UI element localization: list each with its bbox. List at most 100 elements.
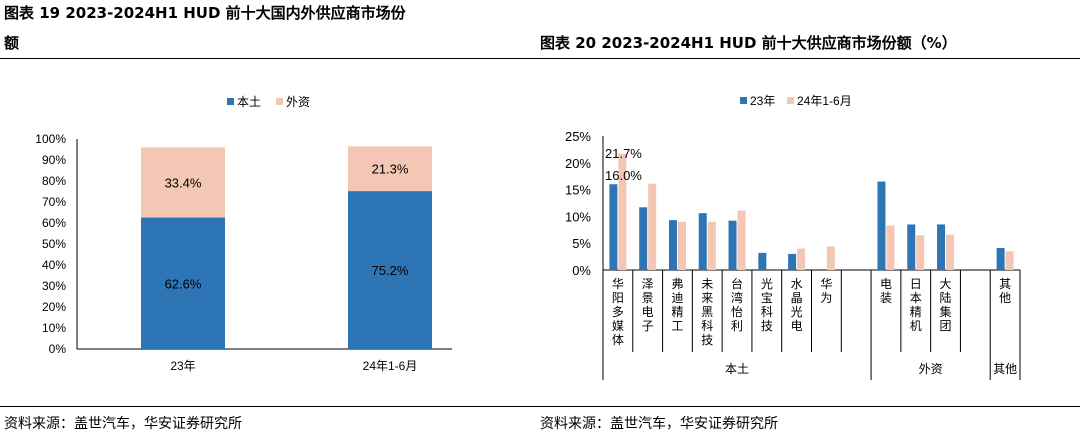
right-annotation-label: 16.0% xyxy=(605,168,642,183)
right-bar-2024h1 xyxy=(946,234,955,270)
right-group-label: 本土 xyxy=(725,362,749,376)
left-y-tick-label: 60% xyxy=(42,216,66,230)
left-bar-foreign xyxy=(141,147,225,218)
right-bar-2024h1 xyxy=(826,246,835,270)
right-bar-2024h1 xyxy=(618,153,627,270)
right-bar-2023 xyxy=(728,220,737,270)
right-x-tick-label-char: 光 xyxy=(761,277,773,291)
left-y-tick-label: 50% xyxy=(42,237,66,251)
right-x-tick-label-char: 华 xyxy=(820,277,832,291)
right-y-tick-label: 25% xyxy=(565,129,591,144)
right-x-tick-label-char: 为 xyxy=(820,291,832,305)
left-y-tick-label: 90% xyxy=(42,153,66,167)
right-x-tick-label-char: 宝 xyxy=(761,291,773,305)
right-x-tick-label-char: 陆 xyxy=(940,290,952,305)
right-bar-2023 xyxy=(698,213,707,270)
left-x-tick-label: 23年 xyxy=(170,359,195,373)
left-figure-title-line2: 额 xyxy=(4,34,20,52)
right-bar-2023 xyxy=(877,181,886,270)
right-y-tick-label: 5% xyxy=(572,236,591,251)
right-x-tick-label-char: 迪 xyxy=(671,291,683,305)
left-bar-domestic xyxy=(348,191,432,349)
right-x-tick-label-char: 团 xyxy=(940,319,952,333)
right-figure-title: 图表 20 2023-2024H1 HUD 前十大供应商市场份额（%） xyxy=(540,34,957,52)
right-x-tick-label-char: 技 xyxy=(701,333,713,347)
right-bar-2023 xyxy=(668,220,677,270)
right-x-tick-label-char: 晶 xyxy=(791,291,803,305)
right-x-tick-label-char: 弗 xyxy=(671,277,683,291)
left-x-tick-label: 24年1-6月 xyxy=(363,359,418,373)
right-x-tick-label-char: 机 xyxy=(910,319,922,333)
left-y-tick-label: 20% xyxy=(42,300,66,314)
right-x-tick-label-char: 黑 xyxy=(701,305,713,319)
right-x-tick-label-char: 他 xyxy=(999,291,1011,305)
left-legend-swatch-foreign xyxy=(276,98,283,105)
left-y-tick-label: 70% xyxy=(42,195,66,209)
right-legend-label-2023: 23年 xyxy=(750,94,775,108)
right-bar-2024h1 xyxy=(648,183,657,270)
right-bar-2023 xyxy=(937,224,946,270)
right-bar-2024h1 xyxy=(797,248,806,270)
source-rule xyxy=(0,406,1080,407)
title-rule xyxy=(0,58,1080,59)
right-y-tick-label: 20% xyxy=(565,156,591,171)
right-x-tick-label-char: 电 xyxy=(880,277,892,291)
left-source: 资料来源：盖世汽车，华安证券研究所 xyxy=(4,416,242,432)
left-y-tick-label: 0% xyxy=(49,342,67,356)
right-legend-swatch-2024h1 xyxy=(787,97,794,104)
right-x-tick-label-char: 子 xyxy=(642,319,654,333)
left-bar-foreign xyxy=(348,146,432,192)
left-figure-title-line1: 图表 19 2023-2024H1 HUD 前十大国内外供应商市场份 xyxy=(4,4,406,22)
right-bar-2024h1 xyxy=(886,225,895,270)
right-x-tick-label-char: 精 xyxy=(910,305,922,319)
right-x-tick-label-char: 集 xyxy=(940,304,952,319)
left-bar-data-label: 33.4% xyxy=(165,175,202,190)
left-y-tick-label: 30% xyxy=(42,279,66,293)
left-y-tick-label: 100% xyxy=(35,132,66,146)
right-x-tick-label-char: 装 xyxy=(880,291,892,305)
right-x-tick-label-char: 阳 xyxy=(612,291,624,305)
right-group-label: 其他 xyxy=(993,362,1017,376)
right-y-tick-label: 15% xyxy=(565,183,591,198)
right-x-tick-label-char: 其 xyxy=(999,277,1011,291)
right-bar-2024h1 xyxy=(737,210,746,270)
right-bar-2024h1 xyxy=(707,221,716,270)
right-x-tick-label-char: 华 xyxy=(612,277,624,291)
right-x-tick-label-char: 未 xyxy=(701,277,713,291)
left-legend-label-domestic: 本土 xyxy=(237,95,261,109)
right-x-tick-label-char: 电 xyxy=(791,319,803,333)
right-x-tick-label-char: 怡 xyxy=(731,305,743,319)
right-x-tick-label-char: 来 xyxy=(701,291,713,305)
right-x-tick-label-char: 电 xyxy=(642,305,654,319)
right-x-tick-label-char: 科 xyxy=(761,305,773,319)
right-x-tick-label-char: 技 xyxy=(761,319,773,333)
right-bar-2023 xyxy=(609,184,618,270)
right-y-tick-label: 0% xyxy=(572,263,591,278)
right-x-tick-label-char: 科 xyxy=(701,319,713,333)
right-bar-2023 xyxy=(639,207,648,270)
right-x-tick-label-char: 精 xyxy=(671,305,683,319)
right-x-tick-label-char: 本 xyxy=(910,291,922,305)
left-bar-domestic xyxy=(141,217,225,349)
left-y-tick-label: 80% xyxy=(42,174,66,188)
right-x-tick-label-char: 大 xyxy=(940,277,952,291)
right-legend-label-2024h1: 24年1-6月 xyxy=(797,94,852,108)
left-bar-data-label: 75.2% xyxy=(372,263,409,278)
right-x-tick-label-char: 工 xyxy=(671,319,683,333)
left-y-tick-label: 40% xyxy=(42,258,66,272)
right-bar-2023 xyxy=(758,252,767,270)
right-x-tick-label-char: 体 xyxy=(612,333,624,347)
left-legend-swatch-domestic xyxy=(227,98,234,105)
right-x-tick-label-char: 湾 xyxy=(731,290,743,305)
right-x-tick-label-char: 泽 xyxy=(642,277,654,291)
right-x-tick-label-char: 日 xyxy=(910,277,922,291)
right-bar-2024h1 xyxy=(1005,251,1014,270)
right-x-tick-label-char: 媒 xyxy=(612,319,624,333)
right-y-tick-label: 10% xyxy=(565,209,591,224)
right-annotation-label: 21.7% xyxy=(605,146,642,161)
right-bar-2023 xyxy=(788,253,797,270)
right-legend-swatch-2023 xyxy=(740,97,747,104)
right-bar-2023 xyxy=(996,248,1005,270)
right-x-tick-label-char: 多 xyxy=(612,305,624,319)
right-source: 资料来源：盖世汽车，华安证券研究所 xyxy=(540,416,778,432)
